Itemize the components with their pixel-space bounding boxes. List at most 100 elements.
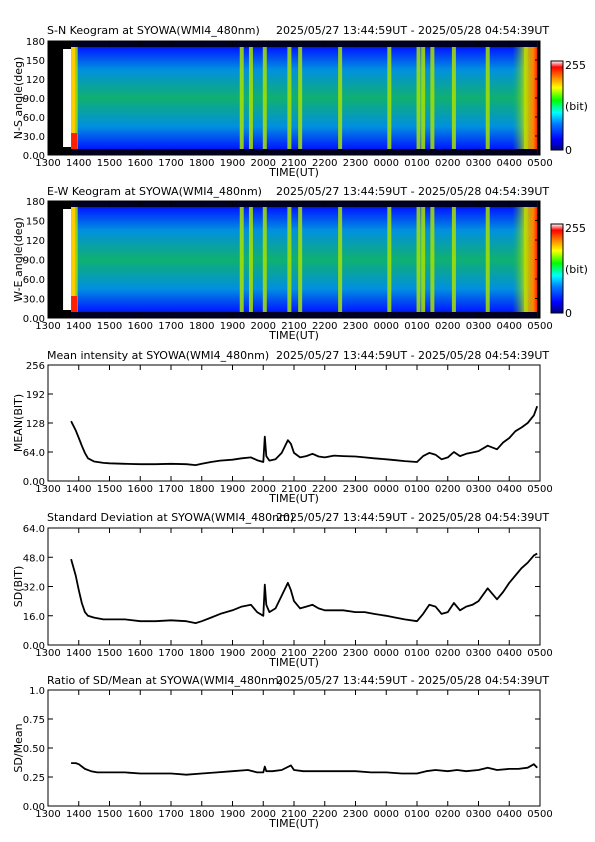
ew-keogram-x-tick-label: 2100 <box>281 321 306 332</box>
sn-keogram-x-tick-label: 0300 <box>466 158 491 169</box>
sn-keogram-panel: S-N Keogram at SYOWA(WMI4_480nm) 2025/05… <box>12 24 588 179</box>
standard-deviation-x-axis-label: TIME(UT) <box>268 656 319 669</box>
mean-intensity-x-tick-label: 0500 <box>527 484 552 495</box>
standard-deviation-x-tick-label: 0400 <box>497 648 522 659</box>
ratio-x-tick-label: 1300 <box>35 809 60 820</box>
mean-intensity-x-tick-label: 2200 <box>312 484 337 495</box>
sn-keogram-bright-band <box>430 47 435 149</box>
ew-keogram-y-tick-label: 120 <box>26 236 45 247</box>
standard-deviation-y-axis-label: SD(BIT) <box>12 566 25 608</box>
standard-deviation-x-tick-label: 2100 <box>281 648 306 659</box>
sn-keogram-frame <box>47 40 541 156</box>
mean-intensity-x-tick-label: 2000 <box>251 484 276 495</box>
sn-keogram-x-axis-label: TIME(UT) <box>268 166 319 179</box>
ew-keogram-bright-band <box>485 207 490 312</box>
ew-keogram-x-tick-label: 1400 <box>66 321 91 332</box>
ew-keogram-bright-band <box>287 207 292 312</box>
standard-deviation-plot-background <box>48 528 540 645</box>
sn-keogram-x-tick-label: 1800 <box>189 158 214 169</box>
ratio-x-tick-label: 0200 <box>435 809 460 820</box>
sn-keogram-y-tick-label: 60.0 <box>23 113 45 124</box>
standard-deviation-x-tick-label: 1500 <box>97 648 122 659</box>
sn-keogram-start-edge-red <box>71 133 78 149</box>
ew-keogram-x-tick-label: 0200 <box>435 321 460 332</box>
standard-deviation-x-tick-label: 1600 <box>128 648 153 659</box>
standard-deviation-y-tick-label: 0.00 <box>23 641 45 652</box>
standard-deviation-time-range: 2025/05/27 13:44:59UT - 2025/05/28 04:54… <box>276 511 549 524</box>
mean-intensity-title: Mean intensity at SYOWA(WMI4_480nm) <box>47 349 269 362</box>
sn-keogram-x-tick-label: 1300 <box>35 158 60 169</box>
ratio-x-tick-label: 1500 <box>97 809 122 820</box>
ew-keogram-bright-band <box>416 207 421 312</box>
sn-keogram-top-horizon <box>71 41 538 47</box>
sn-keogram-time-range: 2025/05/27 13:44:59UT - 2025/05/28 04:54… <box>276 24 549 37</box>
mean-intensity-y-tick-label: 64.0 <box>23 448 45 459</box>
ratio-x-tick-label: 1800 <box>189 809 214 820</box>
mean-intensity-x-tick-label: 1400 <box>66 484 91 495</box>
standard-deviation-x-tick-label: 2200 <box>312 648 337 659</box>
ratio-x-tick-label: 0400 <box>497 809 522 820</box>
ew-keogram-x-tick-label: 1600 <box>128 321 153 332</box>
sn-keogram-bright-band <box>73 47 78 149</box>
sn-keogram-dawn-brightening <box>512 47 538 149</box>
ew-keogram-y-axis-label: W-E angle(deg) <box>12 217 25 302</box>
standard-deviation-panel: Standard Deviation at SYOWA(WMI4_480nm) … <box>12 511 553 669</box>
ew-keogram-top-horizon <box>71 201 538 207</box>
sn-keogram-x-tick-label: 2100 <box>281 158 306 169</box>
ew-keogram-y-tick-label: 180 <box>26 197 45 208</box>
ratio-series-line <box>71 762 538 776</box>
standard-deviation-series-line <box>70 552 538 624</box>
ew-keogram-bright-band <box>387 207 392 312</box>
sn-keogram-colorbar-unit-label: (bit) <box>565 100 588 113</box>
mean-intensity-x-tick-label: 1700 <box>158 484 183 495</box>
sn-keogram-title: S-N Keogram at SYOWA(WMI4_480nm) <box>47 24 260 37</box>
mean-intensity-x-tick-label: 0200 <box>435 484 460 495</box>
ew-keogram-bright-band <box>239 207 244 312</box>
sn-keogram-no-data-gap <box>63 49 72 147</box>
ew-keogram-x-axis-label: TIME(UT) <box>268 329 319 342</box>
ew-keogram-x-tick-label: 1700 <box>158 321 183 332</box>
ratio-x-axis-label: TIME(UT) <box>268 817 319 830</box>
sn-keogram-bright-band <box>387 47 392 149</box>
sn-keogram-y-tick-label: 30.0 <box>23 132 45 143</box>
ew-keogram-x-tick-label: 0100 <box>404 321 429 332</box>
ew-keogram-y-tick-label: 60.0 <box>23 275 45 286</box>
mean-intensity-time-range: 2025/05/27 13:44:59UT - 2025/05/28 04:54… <box>276 349 549 362</box>
mean-intensity-x-tick-label: 2100 <box>281 484 306 495</box>
standard-deviation-y-tick-label: 64.0 <box>23 524 45 535</box>
standard-deviation-x-tick-label: 1900 <box>220 648 245 659</box>
ew-keogram-x-tick-label: 1900 <box>220 321 245 332</box>
sn-keogram-bright-band <box>451 47 456 149</box>
ew-keogram-bright-band <box>451 207 456 312</box>
sn-keogram-y-tick-label: 120 <box>26 75 45 86</box>
ratio-frame <box>47 689 541 807</box>
mean-intensity-y-tick-label: 128 <box>26 419 45 430</box>
ratio-x-tick-label: 0000 <box>374 809 399 820</box>
ratio-x-tick-label: 1700 <box>158 809 183 820</box>
ratio-x-tick-label: 0500 <box>527 809 552 820</box>
ew-keogram-y-tick-label: 90.0 <box>23 256 45 267</box>
standard-deviation-x-tick-label: 0200 <box>435 648 460 659</box>
ew-keogram-bright-band <box>421 207 426 312</box>
standard-deviation-plot: 1300 1400 1500 1600 1700 1800 1900 2000 2100 2200… <box>12 524 553 669</box>
sn-keogram-x-tick-label: 2200 <box>312 158 337 169</box>
mean-intensity-plot: 1300 1400 1500 1600 1700 1800 1900 2000 2100 2200… <box>12 361 553 505</box>
sn-keogram-y-tick-label: 150 <box>26 56 45 67</box>
ew-keogram-frame <box>47 200 541 319</box>
sn-keogram-y-tick-label: 90.0 <box>23 94 45 105</box>
ew-keogram-panel: E-W Keogram at SYOWA(WMI4_480nm) 2025/05… <box>12 185 588 342</box>
sn-keogram-bright-band <box>338 47 343 149</box>
ew-keogram-x-tick-label: 2300 <box>343 321 368 332</box>
ew-keogram-x-tick-label: 2200 <box>312 321 337 332</box>
mean-intensity-frame <box>47 364 541 482</box>
standard-deviation-x-tick-label: 0500 <box>527 648 552 659</box>
sn-keogram-x-tick-label: 0100 <box>404 158 429 169</box>
standard-deviation-y-tick-label: 48.0 <box>23 553 45 564</box>
mean-intensity-panel: Mean intensity at SYOWA(WMI4_480nm) 2025… <box>12 349 553 505</box>
ratio-x-tick-label: 1400 <box>66 809 91 820</box>
sn-keogram-y-axis-label: N-S angle(deg) <box>12 57 25 140</box>
mean-intensity-x-tick-label: 0400 <box>497 484 522 495</box>
ew-keogram-bottom-horizon <box>71 312 538 318</box>
sn-keogram-colorbar-scale <box>550 60 564 151</box>
